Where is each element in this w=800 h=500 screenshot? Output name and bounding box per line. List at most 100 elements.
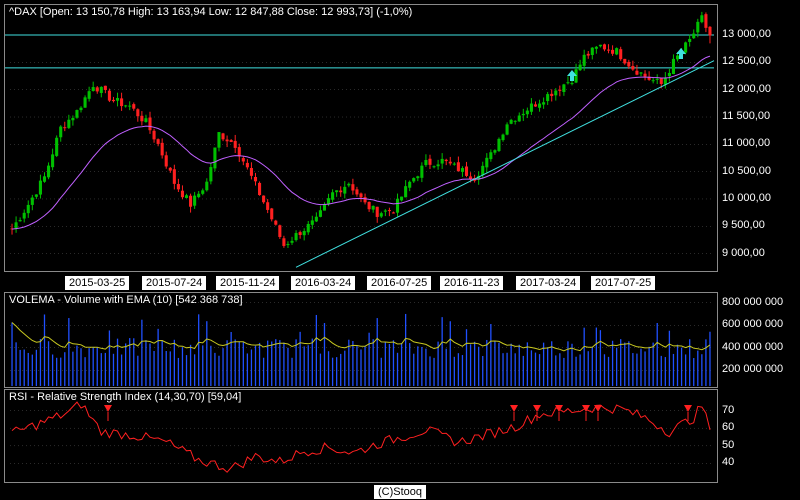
- price-candle-body: [71, 117, 75, 121]
- price-candle-body: [355, 189, 359, 195]
- price-chart-header: ^DAX [Open: 13 150,78 High: 13 163,94 Lo…: [9, 6, 413, 18]
- price-candle-body: [412, 178, 416, 182]
- price-candle-body: [99, 86, 103, 93]
- price-y-tick-label: 13 000,00: [722, 28, 771, 41]
- rsi-y-tick-label: 60: [722, 421, 735, 434]
- price-candle-body: [562, 84, 566, 92]
- price-candle-body: [168, 167, 172, 171]
- price-y-tick-label: 10 000,00: [722, 191, 771, 204]
- price-candle-body: [428, 158, 432, 165]
- price-candle-body: [197, 193, 201, 198]
- price-candle-body: [290, 240, 294, 243]
- price-candle-body: [209, 167, 213, 182]
- price-candle-body: [351, 184, 355, 191]
- price-candle-body: [448, 161, 452, 164]
- price-candle-body: [469, 176, 473, 180]
- price-candle-body: [371, 205, 375, 210]
- price-candle-body: [310, 220, 314, 225]
- price-candle-body: [501, 134, 505, 141]
- price-candle-body: [509, 119, 513, 124]
- price-candle-body: [692, 33, 696, 39]
- rsi-overbought-marker-icon: [533, 405, 541, 412]
- price-y-tick-label: 9 000,00: [722, 246, 765, 259]
- price-candle-body: [590, 47, 594, 56]
- price-candle-body: [249, 167, 253, 176]
- price-candle-body: [22, 212, 26, 219]
- price-candle-body: [189, 195, 193, 207]
- price-candle-body: [63, 127, 67, 129]
- price-candle-body: [420, 165, 424, 178]
- price-candle-body: [67, 119, 71, 128]
- rsi-y-tick-label: 40: [722, 456, 735, 469]
- price-candle-body: [180, 190, 184, 198]
- price-candle-body: [233, 140, 237, 148]
- price-candle-body: [444, 159, 448, 162]
- price-candle-body: [229, 140, 233, 143]
- price-candle-body: [643, 73, 647, 77]
- price-candle-body: [611, 49, 615, 54]
- price-candle-body: [663, 77, 667, 85]
- price-candle-body: [335, 190, 339, 193]
- price-candle-body: [322, 204, 327, 211]
- price-y-tick-label: 10 500,00: [722, 164, 771, 177]
- price-candle-body: [42, 176, 47, 182]
- price-candle-body: [144, 118, 148, 122]
- price-candle-body: [416, 176, 420, 179]
- price-candle-body: [456, 162, 460, 172]
- price-candle-body: [152, 130, 156, 140]
- price-y-tick-label: 12 000,00: [722, 82, 771, 95]
- price-candle-body: [136, 109, 140, 117]
- price-candle-body: [51, 154, 55, 168]
- price-candle-body: [156, 139, 160, 144]
- price-candle-body: [667, 72, 671, 77]
- rsi-overbought-marker-icon: [104, 405, 112, 412]
- price-candle-body: [286, 244, 290, 246]
- price-candle-body: [38, 180, 42, 195]
- volume-y-tick-label: 800 000 000: [722, 295, 784, 308]
- price-candle-body: [306, 223, 310, 233]
- price-y-tick-label: 11 500,00: [722, 110, 771, 122]
- price-candle-body: [400, 196, 404, 201]
- date-axis-label: 2017-03-24: [516, 276, 581, 290]
- price-candle-body: [460, 168, 464, 172]
- price-candle-body: [201, 190, 205, 194]
- date-axis-label: 2016-03-24: [291, 276, 356, 290]
- price-candle-body: [225, 139, 229, 142]
- price-candle-body: [379, 213, 383, 217]
- price-candle-body: [278, 225, 282, 237]
- support-trendline: [295, 60, 715, 268]
- copyright-credit: (C)Stooq: [374, 485, 427, 499]
- price-candle-body: [213, 147, 217, 169]
- price-candle-body: [464, 166, 469, 176]
- price-candle-body: [432, 166, 436, 168]
- rsi-overbought-marker-icon: [510, 405, 518, 412]
- buy-signal-arrow-icon: [676, 48, 686, 59]
- rsi-overbought-marker-icon: [684, 405, 692, 412]
- price-candle-body: [326, 198, 331, 205]
- price-candle-body: [30, 197, 34, 205]
- price-candle-body: [262, 195, 266, 203]
- volume-chart-header: VOLEMA - Volume with EMA (10) [542 368 7…: [9, 294, 243, 306]
- price-candle-body: [111, 99, 116, 102]
- price-candle-body: [164, 155, 168, 167]
- price-candle-body: [513, 120, 517, 122]
- price-candle-body: [497, 138, 501, 151]
- price-candle-body: [489, 152, 493, 160]
- price-candle-body: [124, 105, 128, 107]
- price-candle-body: [631, 65, 635, 70]
- price-candle-body: [485, 157, 489, 168]
- price-candle-body: [627, 61, 631, 67]
- date-axis-label: 2016-07-25: [367, 276, 432, 290]
- price-candle-body: [404, 186, 408, 198]
- price-candle-body: [688, 38, 692, 42]
- price-candle-body: [700, 15, 704, 23]
- price-y-tick-label: 12 500,00: [722, 55, 771, 68]
- price-candle-body: [521, 113, 525, 116]
- price-candle-body: [684, 42, 688, 53]
- price-candle-body: [193, 195, 197, 206]
- price-candle-body: [696, 21, 700, 33]
- price-candle-body: [602, 44, 607, 50]
- price-candle-body: [95, 87, 99, 92]
- price-candle-body: [347, 183, 351, 186]
